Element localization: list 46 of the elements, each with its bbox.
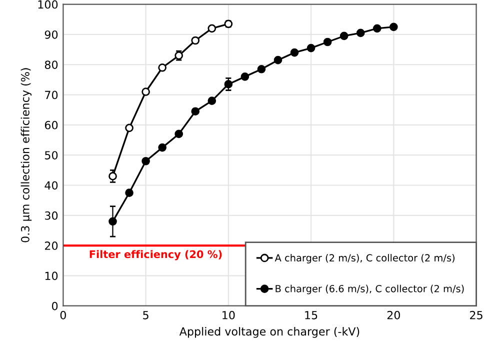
y-tick-label: 50 [45,151,58,160]
y-tick-label: 40 [44,181,58,190]
legend-label: A charger (2 m/s), C collector (2 m/s) [274,254,454,264]
x-tick-label: 5 [143,311,148,320]
point [125,188,134,197]
y-axis-title: 0.3 μm collection efficiency (%) [20,68,32,242]
x-tick-label: 0 [60,310,66,320]
point [108,172,117,180]
point [158,143,166,152]
point [191,107,200,116]
x-axis-title: Applied voltage on charger (-kV) [179,327,360,338]
x-tick-label: 10 [222,310,235,320]
y-tick-label: 70 [45,90,58,100]
point [224,80,233,88]
point [125,124,134,132]
x-tick-label: 25 [470,310,482,320]
y-tick-label: 0 [52,302,58,310]
y-tick-label: 80 [44,60,58,69]
x-tick-label: 15 [305,311,318,320]
point [274,56,282,64]
y-tick-label: 90 [44,30,58,39]
point [240,72,250,81]
point [142,88,150,96]
point [340,32,348,40]
point [174,130,184,138]
point [290,48,299,57]
point [208,96,216,105]
legend-label: B charger (6.6 m/s), C collector (2 m/s) [276,284,464,294]
y-tick-label: 10 [45,272,58,280]
point [142,156,150,166]
x-tick-label: 20 [387,310,400,320]
y-tick-label: 20 [44,242,58,250]
y-tick-label: 30 [45,211,58,220]
point [108,217,117,226]
point [191,36,200,45]
point [356,28,365,38]
y-tick-label: 60 [44,120,58,130]
ref-line-label: Filter efficiency (20 %) [90,250,222,260]
point [158,63,166,72]
y-tick-label: 100 [38,0,58,9]
point [306,44,316,52]
point [257,64,266,74]
point [208,24,216,33]
point [323,38,332,46]
point [372,24,382,33]
point [389,22,398,32]
